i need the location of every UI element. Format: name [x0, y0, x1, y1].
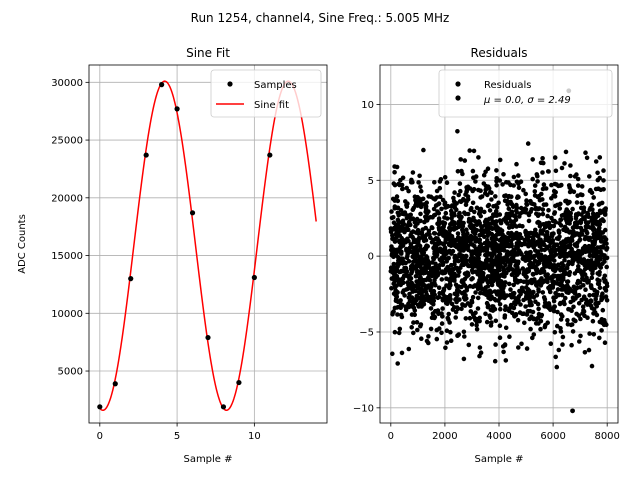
- residuals-ytick-label: 0: [368, 252, 374, 263]
- residuals-ytick-label: −5: [359, 327, 374, 338]
- residuals-ytick-label: −10: [353, 403, 374, 414]
- residuals-xtick-label: 4000: [486, 431, 511, 442]
- residuals-legend: Residuals μ = 0.0, σ = 2.49: [438, 69, 613, 118]
- residuals-legend-box: [438, 69, 613, 118]
- sine-fit-ylabel: ADC Counts: [17, 214, 28, 274]
- residuals-xtick-label: 0: [388, 431, 394, 442]
- sine-fit-xlabel: Sample #: [183, 454, 232, 465]
- sine-fit-line: [99, 80, 317, 412]
- sample-point: [143, 152, 149, 158]
- residuals-title: Residuals: [471, 46, 528, 60]
- sine-fit-ytick-label: 5000: [58, 367, 83, 378]
- legend-residuals-marker-2: [455, 95, 461, 101]
- legend-residuals-marker: [455, 81, 461, 87]
- figure-title: Run 1254, channel4, Sine Freq.: 5.005 MH…: [191, 11, 450, 25]
- sine-fit-xtick-label: 10: [248, 431, 261, 442]
- sample-point: [128, 276, 134, 282]
- sine-fit-ytick-label: 15000: [51, 251, 83, 262]
- sine-fit-xtick-label: 0: [97, 431, 103, 442]
- sine-fit-ytick-label: 10000: [51, 309, 83, 320]
- sample-point: [174, 106, 180, 112]
- sample-point: [97, 404, 103, 410]
- sample-point: [189, 210, 196, 216]
- residuals-xtick-label: 2000: [432, 431, 457, 442]
- sample-point: [159, 82, 165, 88]
- residuals-xlabel: Sample #: [474, 454, 523, 465]
- sample-point: [251, 274, 257, 281]
- residuals-ticks: 0 2000 4000 6000 8000 −10 −5 0 5 10: [353, 100, 620, 442]
- sine-fit-legend-box: [210, 69, 322, 118]
- residuals-ytick-label: 10: [361, 100, 374, 111]
- sample-point: [112, 381, 118, 387]
- sine-fit-xtick-label: 5: [174, 431, 180, 442]
- sine-fit-ticks: 0 5 10 5000 10000 15000 20000 25000 30000: [51, 78, 261, 442]
- sample-point: [267, 152, 273, 158]
- residuals-ytick-label: 5: [368, 176, 374, 187]
- legend-residuals-stats: μ = 0.0, σ = 2.49: [483, 95, 571, 106]
- sine-fit-panel: Sine Fit 0 5 10 5000 10000 15000 20000 25000 300…: [17, 46, 328, 465]
- sine-fit-ytick-label: 30000: [51, 78, 83, 89]
- residuals-panel: Residuals 0 2000 4000 6000 8000 −10 −5 0 5 10 Sam…: [353, 46, 620, 465]
- legend-sine-fit-label: Sine fit: [254, 100, 289, 111]
- sine-fit-plot: [97, 80, 317, 412]
- sine-fit-title: Sine Fit: [186, 46, 230, 60]
- residuals-xtick-label: 6000: [540, 431, 565, 442]
- sine-fit-legend: Samples Sine fit: [210, 69, 322, 118]
- residuals-xtick-label: 8000: [594, 431, 619, 442]
- residual-points: [388, 129, 610, 370]
- sine-fit-axes-frame: [88, 64, 328, 424]
- sine-fit-ytick-label: 20000: [51, 193, 83, 204]
- residual-min-point: [570, 408, 575, 414]
- sample-point: [205, 334, 211, 341]
- legend-residuals-label: Residuals: [484, 80, 531, 91]
- sample-point: [236, 379, 242, 386]
- sample-point: [220, 404, 227, 410]
- sine-fit-ytick-label: 25000: [51, 136, 83, 147]
- sine-fit-grid: [89, 65, 327, 423]
- legend-samples-label: Samples: [254, 80, 297, 91]
- legend-samples-marker: [227, 81, 233, 87]
